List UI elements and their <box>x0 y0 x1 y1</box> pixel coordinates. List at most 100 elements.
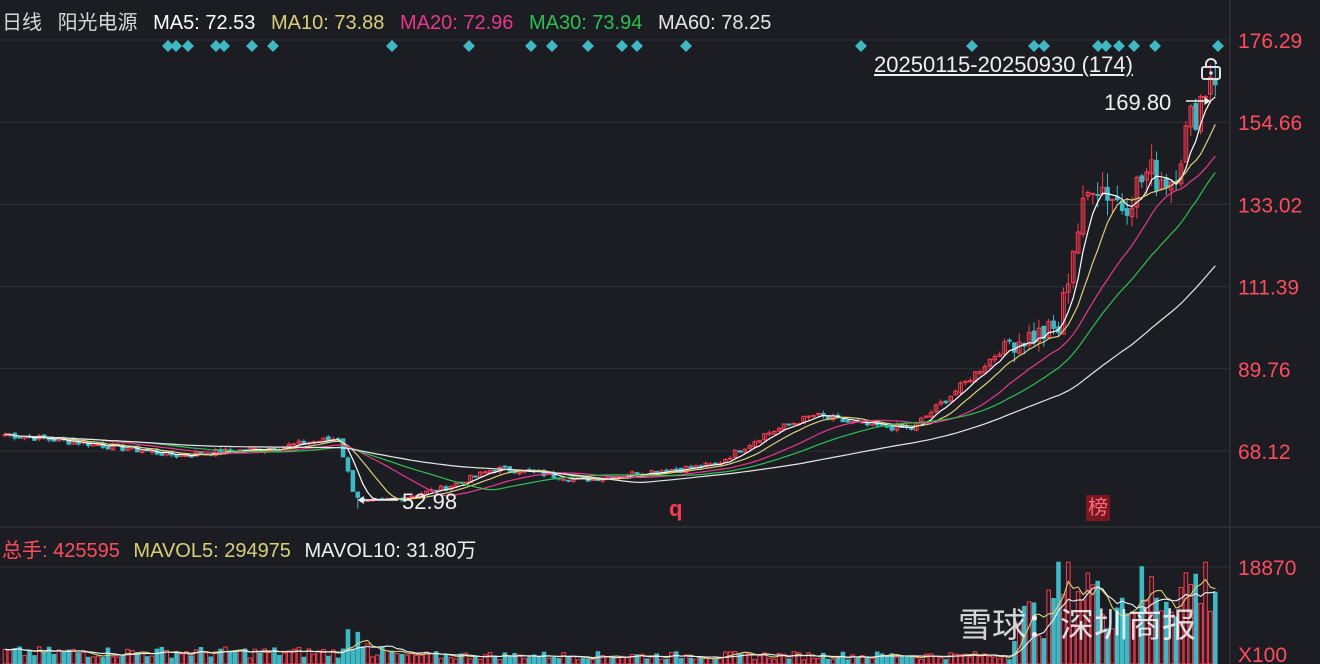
total-volume: 总手: 425595 <box>2 540 120 562</box>
signal-diamond-marker[interactable] <box>1028 40 1040 52</box>
volume-bar <box>713 657 718 664</box>
signal-diamond-marker[interactable] <box>1128 40 1140 52</box>
signal-diamond-marker[interactable] <box>616 40 628 52</box>
signal-diamond-marker[interactable] <box>218 40 230 52</box>
volume-bar <box>27 650 32 664</box>
volume-legend: 总手: 425595 MAVOL5: 294975 MAVOL10: 31.80… <box>2 534 484 563</box>
volume-bar <box>938 657 944 664</box>
volume-bar <box>360 646 365 664</box>
candle-body <box>473 475 478 478</box>
candle-body <box>576 476 581 479</box>
volume-bar <box>7 649 13 664</box>
q-event-marker[interactable]: q <box>669 496 683 521</box>
candle-body <box>1051 320 1056 329</box>
candle-body <box>409 495 414 498</box>
candle-body <box>1095 194 1101 197</box>
volume-bar <box>615 657 620 664</box>
signal-diamond-marker[interactable] <box>386 40 398 52</box>
candle-body <box>453 482 459 487</box>
volume-bar <box>830 659 836 664</box>
mavol5-label: MAVOL5: 294975 <box>133 540 291 562</box>
volume-bar <box>571 656 576 664</box>
volume-bar <box>301 656 307 664</box>
volume-bar <box>61 651 67 664</box>
volume-bar <box>914 656 919 664</box>
ranking-badge[interactable]: 榜 <box>1086 495 1110 521</box>
signal-diamond-marker[interactable] <box>267 40 279 52</box>
volume-bar <box>154 648 160 664</box>
volume-bar <box>76 652 81 664</box>
volume-bar <box>120 655 125 664</box>
volume-bar <box>870 657 875 664</box>
candle-body <box>649 470 655 475</box>
high-low-arrows <box>357 97 1211 504</box>
signal-diamond-marker[interactable] <box>182 40 194 52</box>
signal-diamond-marker[interactable] <box>966 40 978 52</box>
volume-bar <box>801 659 807 664</box>
volume-bar <box>1193 573 1199 664</box>
candle-body <box>737 450 743 453</box>
signal-diamond-marker[interactable] <box>631 40 643 52</box>
volume-bar <box>86 656 91 664</box>
candle-body <box>125 448 130 451</box>
volume-bar <box>546 657 552 664</box>
candle-body <box>977 370 983 374</box>
candle-body <box>1110 198 1115 201</box>
volume-bar <box>1070 623 1076 664</box>
candle-body <box>482 471 488 474</box>
candle-body <box>757 439 762 444</box>
signal-diamond-marker[interactable] <box>1149 40 1161 52</box>
candle-body <box>1188 105 1194 128</box>
signal-diamond-marker[interactable] <box>582 40 594 52</box>
volume-bar <box>233 652 238 664</box>
signal-diamond-marker[interactable] <box>1092 40 1104 52</box>
candle-body <box>786 423 792 426</box>
volume-bar <box>448 657 454 664</box>
signal-diamond-marker[interactable] <box>1113 40 1125 52</box>
volume-bar <box>585 659 591 664</box>
signal-diamond-marker[interactable] <box>855 40 867 52</box>
volume-bar <box>688 657 694 664</box>
candle-body <box>1007 339 1012 342</box>
volume-bar <box>213 652 218 664</box>
volume-bar <box>453 658 459 664</box>
volume-bar <box>46 646 52 664</box>
signal-diamond-marker[interactable] <box>246 40 258 52</box>
signal-diamond-marker[interactable] <box>525 40 537 52</box>
signal-diamond-marker[interactable] <box>1212 40 1224 52</box>
signal-diamond-marker[interactable] <box>162 40 174 52</box>
signal-diamond-marker[interactable] <box>170 40 182 52</box>
price-tick-label: 68.12 <box>1238 441 1291 464</box>
candle-body <box>958 382 963 394</box>
volume-bar <box>531 654 537 664</box>
volume-bar <box>850 654 856 664</box>
volume-bar <box>1090 584 1096 664</box>
volume-bar <box>443 653 449 664</box>
signal-diamond-marker[interactable] <box>680 40 692 52</box>
price-axis: 176.29 154.66 133.02 111.39 89.76 68.12 18870 X… <box>1238 30 1302 664</box>
volume-bar <box>164 650 169 664</box>
period-label[interactable]: 日线 <box>2 12 42 34</box>
signal-diamond-marker[interactable] <box>463 40 475 52</box>
ma60-label: MA60: 78.25 <box>657 12 772 34</box>
candle-body <box>561 478 566 481</box>
range-selection-label[interactable]: 20250115-20250930 (174) <box>874 52 1133 77</box>
volume-bar <box>1198 602 1203 664</box>
volume-bar <box>237 649 243 664</box>
signal-diamond-marker[interactable] <box>1038 40 1050 52</box>
candle-body <box>933 404 939 412</box>
candle-body <box>286 443 292 447</box>
candle-body <box>953 390 958 396</box>
signal-diamond-marker[interactable] <box>1100 40 1112 52</box>
volume-bar <box>972 651 978 664</box>
volume-bar <box>767 657 772 664</box>
signal-diamond-marker[interactable] <box>546 40 558 52</box>
price-tick-label: 111.39 <box>1238 277 1299 300</box>
volume-bar <box>811 657 816 664</box>
volume-bar <box>350 648 356 664</box>
signal-diamond-marker[interactable] <box>210 40 222 52</box>
volume-bar <box>262 648 267 664</box>
lock-icon[interactable] <box>1200 58 1222 80</box>
volume-bar <box>982 653 988 664</box>
volume-bar <box>781 653 787 664</box>
